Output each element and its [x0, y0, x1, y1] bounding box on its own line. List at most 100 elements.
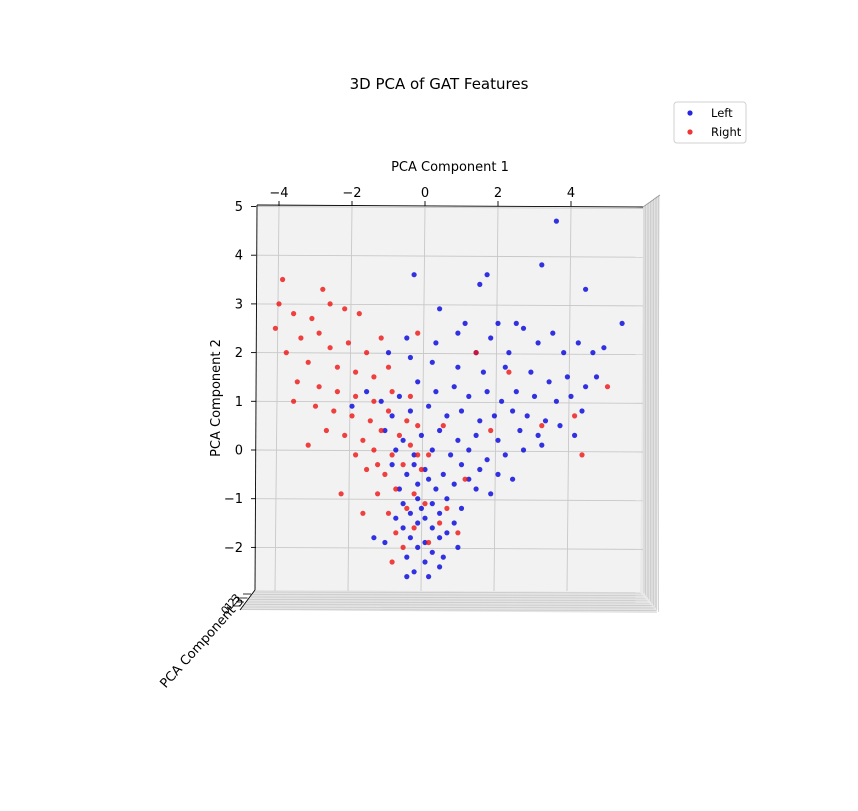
- data-point-left: [444, 530, 450, 536]
- data-point-left: [477, 466, 483, 473]
- data-point-right: [294, 379, 300, 385]
- floor-gridline: [252, 594, 644, 596]
- legend-marker-right: [687, 129, 693, 135]
- data-point-left: [393, 515, 399, 521]
- data-point-left: [426, 403, 432, 409]
- data-point-left: [546, 379, 552, 385]
- data-point-right: [334, 364, 340, 370]
- side-edge-top: [642, 194, 661, 208]
- y-axis-ticks: 5 4 3 2 1 0 −1 −2: [224, 200, 256, 556]
- data-point-left: [396, 486, 402, 492]
- data-point-left: [382, 539, 388, 546]
- data-point-right: [378, 427, 384, 434]
- data-point-left: [407, 535, 413, 541]
- data-point-left: [378, 398, 384, 404]
- data-point-right: [371, 374, 377, 380]
- data-point-right: [345, 340, 351, 346]
- floor-gridline: [240, 609, 657, 611]
- data-point-left: [520, 447, 527, 453]
- data-point-left: [429, 549, 435, 555]
- data-point-right: [426, 539, 432, 546]
- data-point-right: [404, 505, 410, 511]
- data-point-left: [400, 437, 406, 443]
- data-point-left: [451, 520, 457, 526]
- data-point-right: [506, 369, 512, 375]
- data-point-left: [437, 306, 443, 312]
- data-point-right: [572, 413, 578, 419]
- legend-label-left: Left: [711, 106, 733, 120]
- data-point-left: [437, 510, 443, 516]
- data-point-left: [422, 539, 428, 546]
- data-point-left: [593, 374, 600, 380]
- data-point-right: [338, 491, 344, 497]
- z-axis-label: PCA Component 3: [157, 594, 247, 692]
- data-point-left: [473, 486, 479, 492]
- data-point-left: [458, 408, 465, 414]
- data-point-right: [327, 345, 333, 351]
- data-point-right: [283, 350, 289, 356]
- data-point-right: [385, 510, 392, 516]
- data-point-left: [495, 437, 501, 443]
- data-point-right: [440, 423, 446, 429]
- data-point-right: [371, 447, 377, 453]
- data-point-right: [389, 559, 395, 565]
- data-point-left: [550, 330, 556, 336]
- y-gridline: [255, 400, 644, 404]
- data-point-left: [488, 335, 494, 341]
- data-point-left: [509, 476, 516, 482]
- floor-gridline: [246, 601, 650, 604]
- data-point-left: [371, 535, 377, 541]
- data-point-left: [542, 418, 549, 424]
- data-point-right: [353, 393, 359, 399]
- data-point-left: [407, 510, 413, 516]
- data-point-left: [400, 525, 406, 531]
- x-tick-label: 0: [421, 186, 429, 201]
- data-point-left: [539, 262, 545, 268]
- data-point-left: [553, 218, 560, 224]
- data-point-left: [444, 413, 450, 419]
- data-point-left: [466, 476, 472, 482]
- data-point-left: [520, 325, 527, 331]
- data-point-right: [371, 398, 377, 404]
- y-gridline: [255, 546, 644, 550]
- data-point-right: [385, 408, 392, 414]
- y-gridline: [255, 303, 644, 307]
- data-point-left: [509, 408, 516, 414]
- data-point-left: [349, 403, 355, 409]
- data-point-left: [583, 384, 589, 390]
- data-point-left: [400, 501, 406, 507]
- data-point-left: [411, 462, 417, 468]
- floor-gridline: [254, 591, 642, 594]
- data-point-right: [411, 491, 417, 497]
- data-point-right: [272, 325, 278, 331]
- data-point-right: [462, 476, 468, 482]
- data-point-left: [499, 398, 505, 404]
- data-point-left: [429, 501, 435, 507]
- data-point-left: [415, 496, 421, 502]
- data-point-left: [433, 340, 439, 346]
- data-point-left: [422, 559, 428, 565]
- data-point-left: [455, 437, 461, 443]
- data-point-left: [458, 462, 465, 468]
- data-point-left: [415, 544, 421, 551]
- data-point-right: [389, 389, 395, 395]
- data-point-right: [400, 544, 406, 551]
- data-point-left: [557, 423, 563, 429]
- data-point-left: [429, 447, 435, 453]
- data-point-left: [422, 515, 428, 521]
- x-gridline: [274, 205, 280, 592]
- data-point-left: [382, 427, 388, 434]
- data-point-left: [448, 452, 454, 458]
- x-axis-label: PCA Component 1: [391, 160, 509, 175]
- y-tick-label: −1: [224, 492, 243, 507]
- data-point-right: [356, 311, 362, 317]
- data-point-right: [309, 315, 315, 322]
- floor-gridline: [250, 596, 646, 599]
- y-tick-label: 2: [235, 346, 243, 361]
- data-point-right: [280, 276, 286, 283]
- data-point-left: [488, 491, 494, 497]
- data-point-left: [404, 335, 410, 341]
- data-point-left: [531, 393, 538, 399]
- data-point-left: [495, 471, 501, 477]
- y-tick-label: 0: [235, 444, 243, 459]
